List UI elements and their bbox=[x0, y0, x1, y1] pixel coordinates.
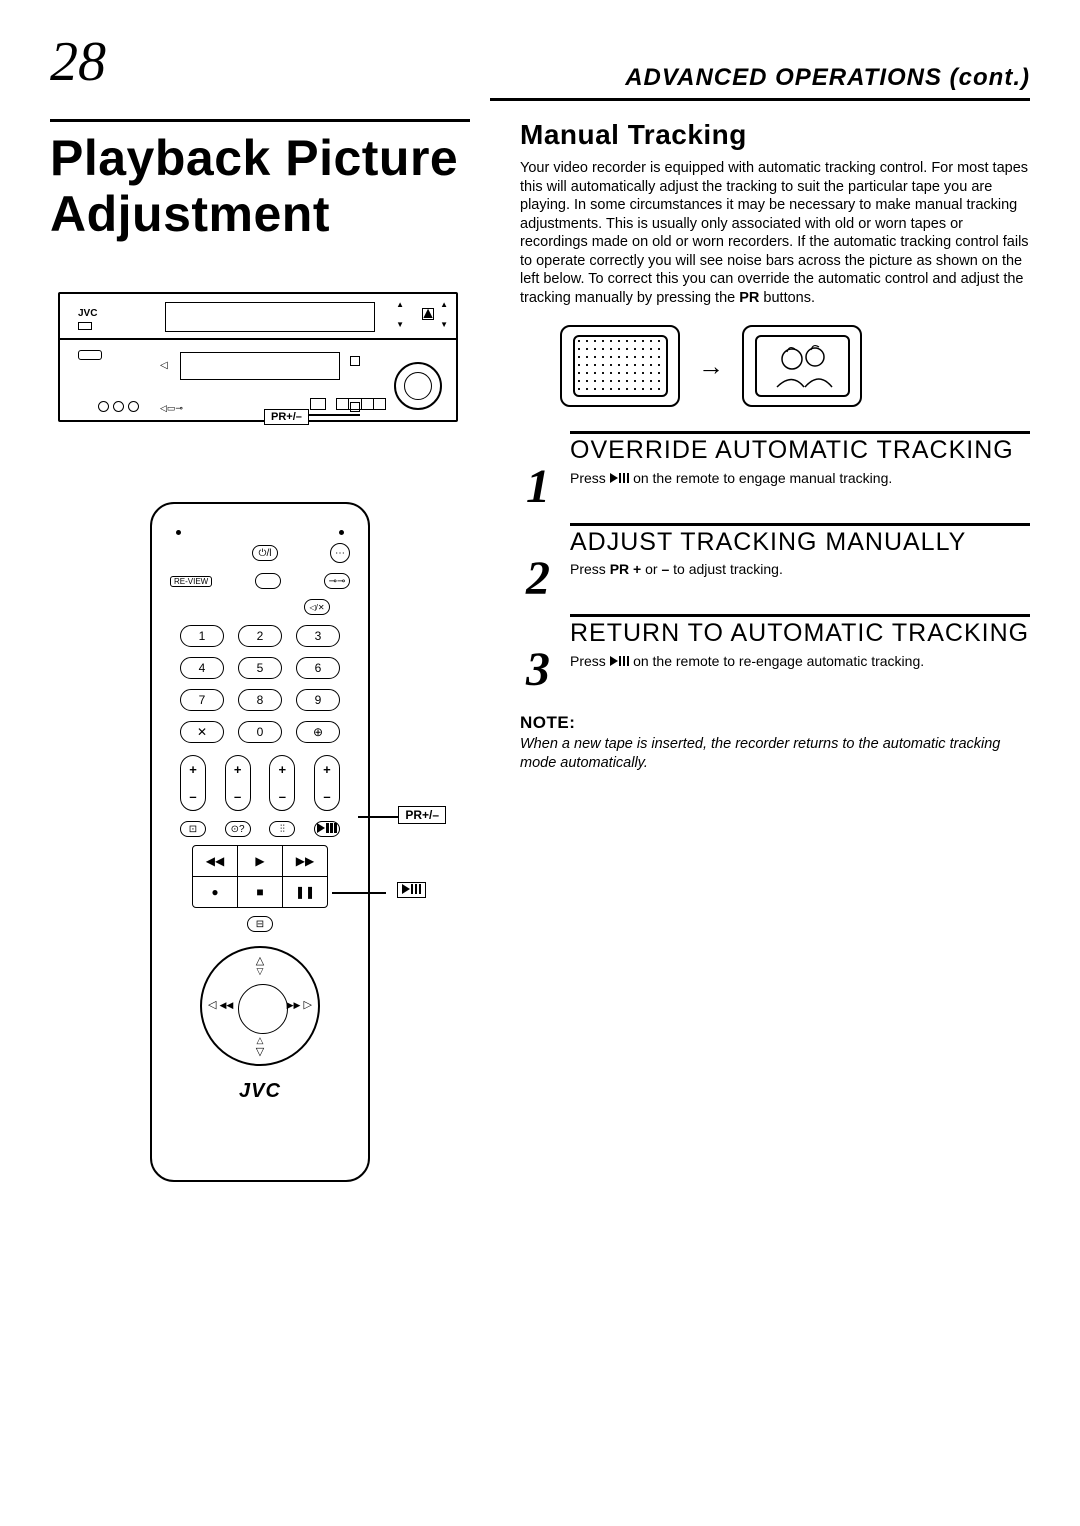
remote-transport: ◀◀▶▶▶ ●■❚❚ bbox=[192, 845, 328, 908]
remote-key: 4 bbox=[180, 657, 224, 679]
remote-illustration: ⏻/l ⋯ RE-VIEW ⊸⊸ ◁/✕ 1 2 3 4 5 6 7 8 9 bbox=[150, 502, 370, 1182]
remote-pause-btn bbox=[314, 821, 340, 837]
remote-btn: ◁/✕ bbox=[304, 599, 330, 615]
play-pause-icon bbox=[610, 656, 630, 666]
step-title: RETURN TO AUTOMATIC TRACKING bbox=[570, 619, 1030, 648]
remote-brand: JVC bbox=[170, 1080, 350, 1103]
play-pause-icon bbox=[317, 823, 337, 833]
vcr-callout-label: PR+/– bbox=[264, 409, 309, 425]
remote-key: 3 bbox=[296, 625, 340, 647]
remote-key: 7 bbox=[180, 689, 224, 711]
remote-callout-line bbox=[332, 892, 386, 894]
sub-heading: Manual Tracking bbox=[520, 119, 1030, 151]
play-pause-icon bbox=[610, 473, 630, 483]
note-text: When a new tape is inserted, the recorde… bbox=[520, 735, 1030, 773]
remote-btn: ⊸⊸ bbox=[324, 573, 350, 589]
remote-key: 5 bbox=[238, 657, 282, 679]
remote-key: 1 bbox=[180, 625, 224, 647]
remote-btn: ⊙? bbox=[225, 821, 251, 837]
remote-btn: ⊟ bbox=[247, 916, 273, 932]
step-text: Press on the remote to engage manual tra… bbox=[570, 469, 1030, 487]
vcr-tape-slot bbox=[165, 302, 375, 332]
vcr-dial bbox=[394, 362, 442, 410]
remote-key: 2 bbox=[238, 625, 282, 647]
vcr-callout-line bbox=[302, 414, 360, 416]
arrow-icon: → bbox=[698, 351, 724, 382]
step-number: 1 bbox=[520, 431, 556, 508]
remote-pm-row: +– +– +– +– bbox=[180, 755, 340, 811]
vcr-eject-icon: ▲ bbox=[422, 308, 434, 320]
step-number: 2 bbox=[520, 523, 556, 600]
remote-callout-line bbox=[358, 816, 404, 818]
vcr-logo: JVC bbox=[78, 308, 97, 319]
remote-key: ⊕ bbox=[296, 721, 340, 743]
header-rule bbox=[490, 98, 1030, 101]
remote-key: 0 bbox=[238, 721, 282, 743]
step-1: 1 OVERRIDE AUTOMATIC TRACKING Press on t… bbox=[520, 431, 1030, 508]
play-pause-icon bbox=[402, 884, 422, 894]
step-title: ADJUST TRACKING MANUALLY bbox=[570, 528, 1030, 557]
remote-key: 6 bbox=[296, 657, 340, 679]
remote-callout-pause bbox=[397, 882, 427, 898]
intro-text: Your video recorder is equipped with aut… bbox=[520, 159, 1030, 307]
vcr-buttons bbox=[98, 401, 139, 412]
step-number: 3 bbox=[520, 614, 556, 691]
remote-key: ✕ bbox=[180, 721, 224, 743]
tv-comparison: → bbox=[560, 325, 1030, 407]
remote-key: 8 bbox=[238, 689, 282, 711]
title-rule bbox=[50, 119, 470, 122]
vcr-illustration: JVC ▲ ▲ ▼ ▲ ▼ ◁ ◁▭⊸ bbox=[58, 292, 458, 422]
vcr-display bbox=[180, 352, 340, 380]
section-header: ADVANCED OPERATIONS (cont.) bbox=[625, 64, 1030, 94]
step-text: Press PR + or – to adjust tracking. bbox=[570, 560, 1030, 578]
remote-key: 9 bbox=[296, 689, 340, 711]
vcr-transport-buttons bbox=[336, 398, 386, 410]
step-2: 2 ADJUST TRACKING MANUALLY Press PR + or… bbox=[520, 523, 1030, 600]
main-title: Playback Picture Adjustment bbox=[50, 130, 490, 242]
note-heading: NOTE: bbox=[520, 713, 1030, 733]
remote-dpad: △ ▽ △ ▽ ◁ ◀◀ ▶▶ ▷ bbox=[200, 946, 320, 1066]
remote-round-btn: ⋯ bbox=[330, 543, 350, 563]
remote-keypad: 1 2 3 4 5 6 7 8 9 ✕ 0 ⊕ bbox=[180, 625, 340, 743]
step-text: Press on the remote to re-engage automat… bbox=[570, 652, 1030, 670]
remote-btn bbox=[255, 573, 281, 589]
tv-clear bbox=[742, 325, 862, 407]
remote-review-label: RE-VIEW bbox=[170, 576, 212, 587]
page-number: 28 bbox=[50, 30, 106, 94]
tv-noisy bbox=[560, 325, 680, 407]
step-3: 3 RETURN TO AUTOMATIC TRACKING Press on … bbox=[520, 614, 1030, 691]
step-title: OVERRIDE AUTOMATIC TRACKING bbox=[570, 436, 1030, 465]
remote-callout-pr: PR+/– bbox=[398, 806, 446, 824]
remote-btn: ⫶⫶ bbox=[269, 821, 295, 837]
remote-power-icon: ⏻/l bbox=[252, 545, 278, 561]
remote-btn: ⊡ bbox=[180, 821, 206, 837]
